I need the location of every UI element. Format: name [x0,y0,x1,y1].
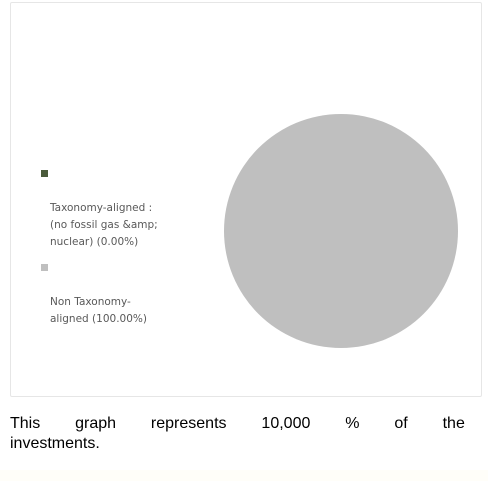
legend-swatch-taxonomy-aligned [41,170,48,177]
chart-legend: Taxonomy-aligned : (no fossil gas &amp; … [41,166,219,337]
caption-line-1: This graph represents 10,000 % of the to… [10,415,488,432]
legend-item-taxonomy-aligned: Taxonomy-aligned : (no fossil gas &amp; … [41,166,219,251]
bottom-strip [0,470,488,481]
chart-frame: Taxonomy-aligned : (no fossil gas &amp; … [10,2,482,397]
chart-caption: This graph represents 10,000 % of the to… [10,414,488,454]
legend-label-non-taxonomy-aligned: Non Taxonomy- aligned (100.00%) [50,296,147,325]
pie-chart [224,114,458,348]
legend-item-non-taxonomy-aligned: Non Taxonomy- aligned (100.00%) [41,260,219,328]
pie-slice-non-taxonomy-aligned [224,114,458,348]
legend-label-taxonomy-aligned: Taxonomy-aligned : (no fossil gas &amp; … [50,202,158,248]
caption-line-2: investments. [10,435,100,452]
legend-swatch-non-taxonomy-aligned [41,264,48,271]
